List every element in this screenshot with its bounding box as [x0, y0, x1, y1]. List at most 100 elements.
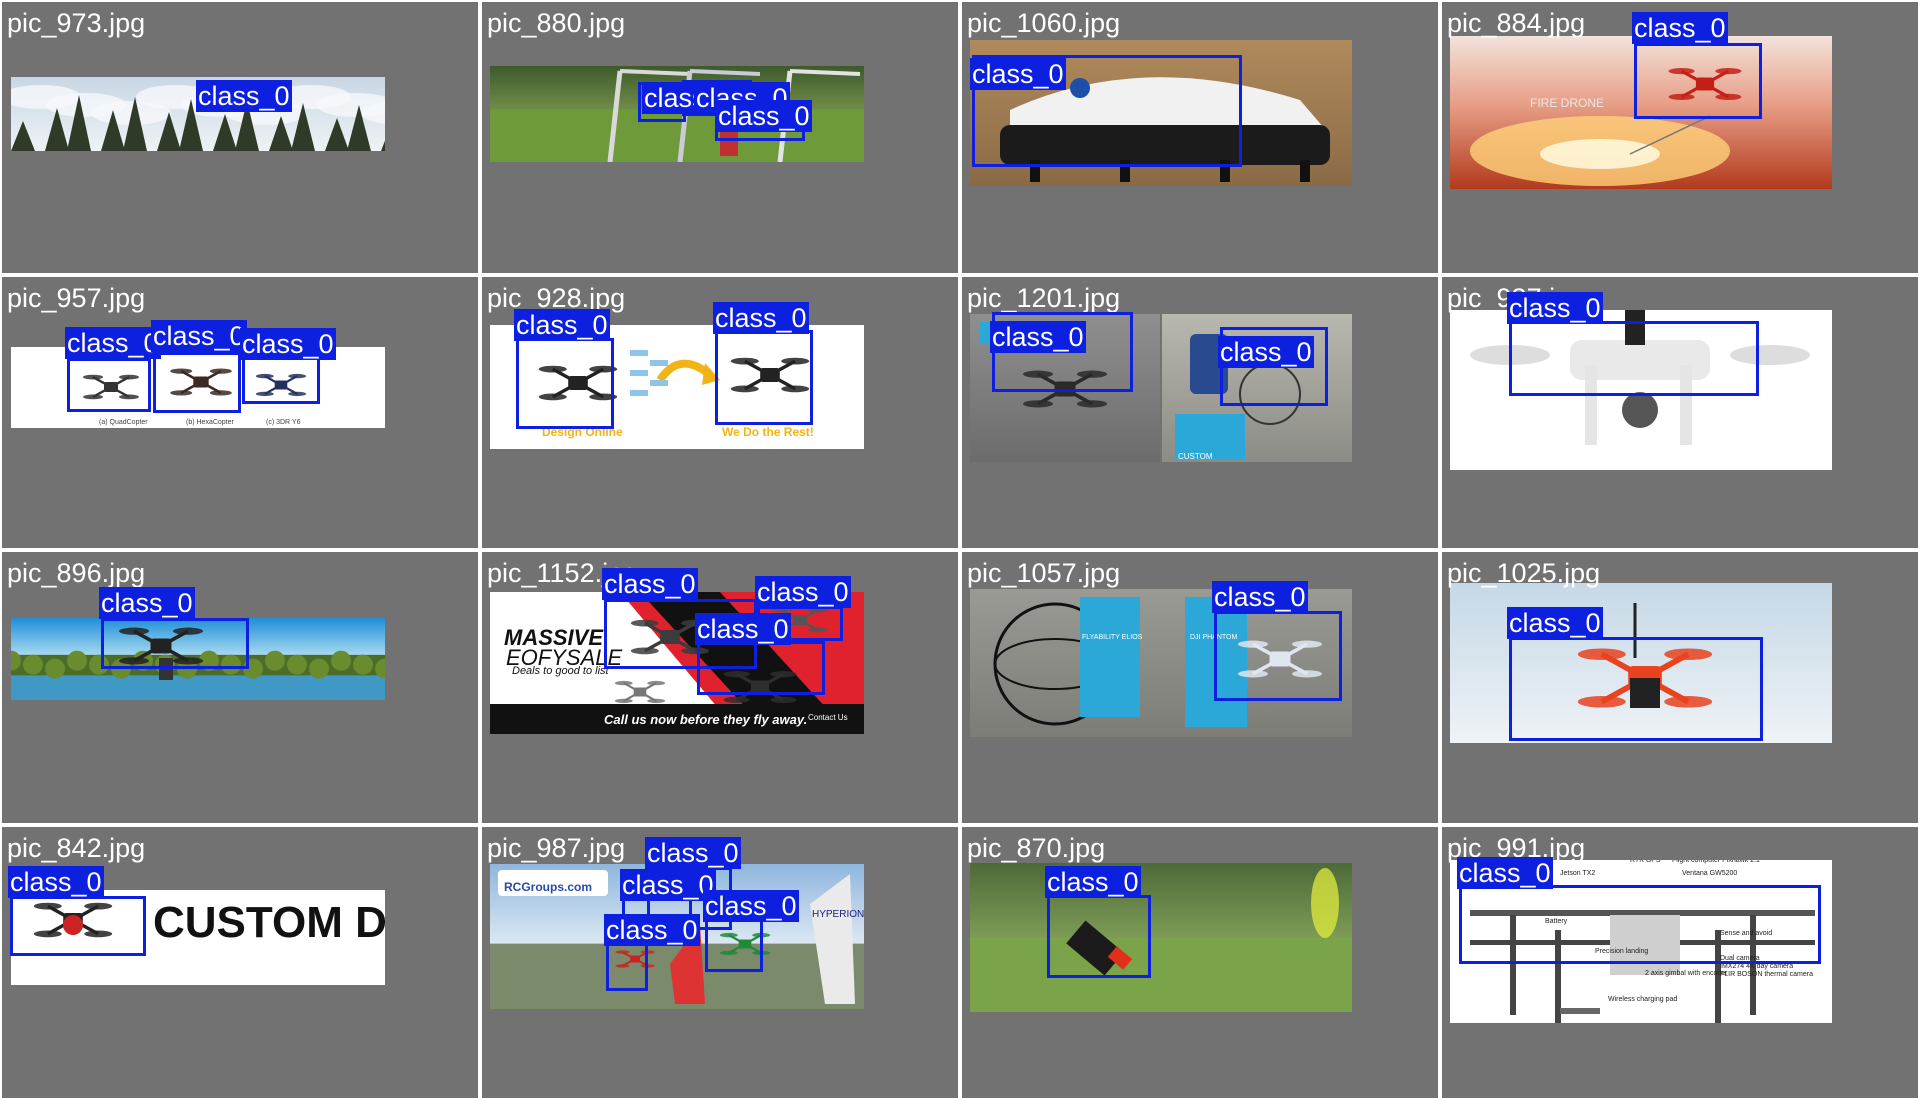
image-tile: RTK GPS Flight computer Pixhawk 2.1 Jetson… — [1442, 827, 1918, 1098]
photo-text: Wireless charging pad — [1608, 996, 1678, 1003]
photo-text: Precision landing — [1595, 948, 1649, 955]
photo: MASSIVE EOFYSALE Deals to good to list Call… — [490, 592, 864, 734]
bounding-box — [1047, 895, 1151, 978]
file-name: pic_870.jpg — [967, 833, 1106, 863]
bounding-box — [1459, 885, 1821, 964]
image-tile: pic_870.jpg class_0 — [962, 827, 1438, 1098]
photo-text: RCGroups.com — [504, 880, 593, 894]
photo-text: (a) QuadCopter — [99, 419, 148, 426]
class-label: class_0 — [970, 58, 1066, 90]
image-tile: (a) QuadCopter (b) HexaCopter (c) 3DR Y6 pi… — [2, 277, 478, 548]
file-name: pic_987.jpg — [487, 833, 626, 863]
file-name: pic_842.jpg — [7, 833, 146, 863]
photo — [1450, 310, 1832, 470]
class-label: class_0 — [151, 320, 247, 352]
drone-icon — [83, 374, 139, 400]
photo-canvas — [970, 863, 1352, 1012]
file-name: pic_1057.jpg — [967, 558, 1121, 588]
photo-text: We Do the Rest! — [722, 425, 814, 439]
file-name: pic_884.jpg — [1447, 8, 1586, 38]
class-label: class_0 — [990, 321, 1086, 353]
drone-icon — [170, 368, 232, 396]
bounding-box — [242, 357, 320, 404]
photo-text: IMX274 4K day camera — [1720, 963, 1794, 970]
bounding-box — [153, 352, 241, 413]
drone-icon — [614, 680, 666, 704]
bounding-box — [1214, 611, 1342, 701]
photo-text: HYPERION — [812, 909, 864, 920]
class-label: class_0 — [713, 302, 809, 334]
photo-text: FLIR BOSON thermal camera — [1720, 971, 1813, 978]
photo-text: Dual camera — [1720, 955, 1760, 962]
photo-text: FLYABILITY ELIOS — [1082, 634, 1143, 641]
photo-text: EOFYSALE — [506, 645, 623, 670]
drone-icon — [538, 365, 618, 401]
bounding-box — [10, 896, 146, 956]
image-tile: MASSIVE EOFYSALE Deals to good to list Call… — [482, 552, 958, 823]
bounding-box — [705, 918, 763, 972]
photo: Design Online We Do the Rest! — [490, 325, 864, 449]
drone-icon — [630, 619, 710, 655]
file-name: pic_928.jpg — [487, 283, 626, 313]
class-label: class_0 — [1632, 12, 1728, 44]
photo-canvas — [490, 325, 864, 449]
file-name: pic_896.jpg — [7, 558, 146, 588]
bounding-box — [697, 641, 825, 695]
photo: CUSTOM DRONES — [11, 890, 385, 985]
photo-text: Contact Us — [808, 713, 848, 722]
drone-icon — [730, 357, 810, 393]
class-label: class_0 — [99, 587, 195, 619]
image-tile: RCGroups.com HYPERION pic_987.jpg class_0 cl… — [482, 827, 958, 1098]
photo-text: FIRE DRONE — [1530, 96, 1605, 110]
image-tile: pic_1025.jpg class_0 — [1442, 552, 1918, 823]
bounding-box — [606, 941, 648, 991]
photo-canvas — [11, 890, 385, 985]
file-name: pic_1201.jpg — [967, 283, 1121, 313]
class-label: class_0 — [240, 328, 336, 360]
photo-text: CUSTOM DRONES — [153, 898, 385, 947]
image-tile: Design Online We Do the Rest! pic_928.jpg c… — [482, 277, 958, 548]
photo-text: 2 axis gimbal with encoder — [1645, 970, 1728, 977]
photo-canvas — [1450, 36, 1832, 189]
image-tile: pic_880.jpg class_0 class_0 class_0 — [482, 2, 958, 273]
image-tile: pic_896.jpg class_0 — [2, 552, 478, 823]
drone-icon — [1023, 370, 1107, 408]
bounding-box — [516, 338, 614, 429]
file-name: pic_973.jpg — [7, 8, 146, 38]
class-label: class_0 — [8, 866, 104, 898]
bounding-box — [1634, 43, 1762, 119]
class-label: class_0 — [65, 327, 161, 359]
image-tile: pic_973.jpg class_0 — [2, 2, 478, 273]
bounding-box — [1509, 321, 1759, 396]
photo-canvas — [1450, 310, 1832, 470]
class-label: class_0 — [1457, 857, 1553, 889]
photo — [970, 863, 1352, 1012]
photo-text: CUSTOM — [1178, 452, 1213, 461]
photo: (a) QuadCopter (b) HexaCopter (c) 3DR Y6 — [11, 347, 385, 428]
drone-icon — [1238, 640, 1322, 678]
bounding-box — [101, 618, 249, 669]
file-name: pic_1025.jpg — [1447, 558, 1601, 588]
bounding-box — [67, 358, 151, 412]
photo-text: Jetson TX2 — [1560, 870, 1596, 877]
photo-text: DJI PHANTOM — [1190, 634, 1238, 641]
bounding-box — [972, 55, 1242, 167]
image-tile: FIRE DRONE pic_884.jpg class_0 — [1442, 2, 1918, 273]
file-name: pic_957.jpg — [7, 283, 146, 313]
photo-text: Call us now before they fly away. — [604, 712, 808, 727]
image-tile: pic_1060.jpg class_0 — [962, 2, 1438, 273]
image-tile: CUSTOM pic_1201.jpg class_0 class_0 — [962, 277, 1438, 548]
photo-text: RTK GPS — [1630, 860, 1661, 864]
photo-text: MASSIVE — [504, 625, 604, 650]
class-label: class_0 — [1212, 581, 1308, 613]
photo-text: (c) 3DR Y6 — [266, 419, 301, 426]
file-name: pic_880.jpg — [487, 8, 626, 38]
drone-icon — [255, 373, 307, 397]
class-label: class_0 — [514, 309, 610, 341]
class-label: class_0 — [1218, 336, 1314, 368]
bounding-box — [1509, 637, 1763, 741]
file-name: pic_1060.jpg — [967, 8, 1121, 38]
class-label: class_0 — [1045, 866, 1141, 898]
